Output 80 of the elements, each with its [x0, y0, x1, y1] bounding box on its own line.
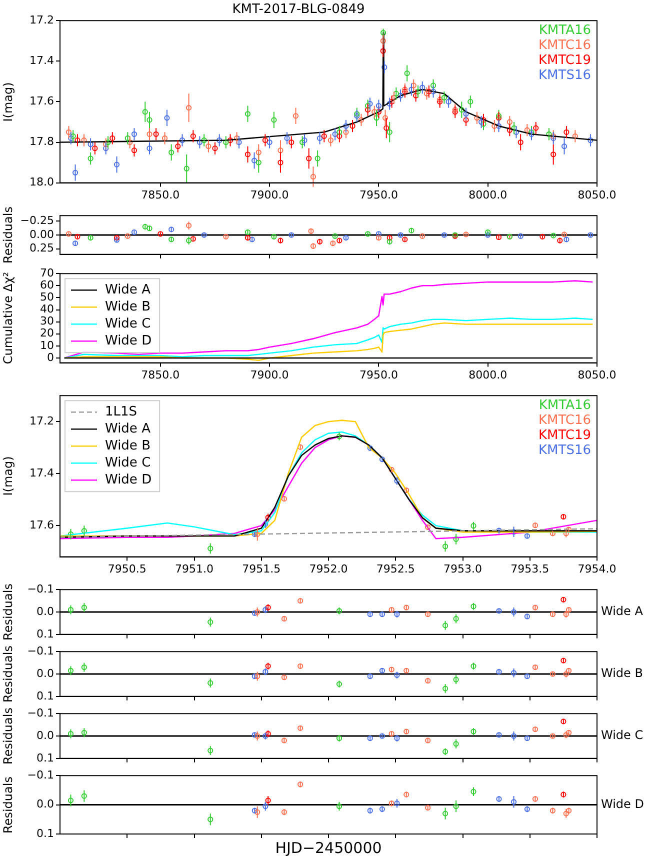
y-tick-label: 17.2: [30, 13, 54, 26]
x-tick-label: 8000.0: [468, 188, 508, 202]
x-tick-label: 7954.0: [578, 562, 616, 576]
text: Wide A: [601, 604, 644, 618]
y-tick-label: 0.0: [36, 798, 54, 811]
legend-label: Wide D: [105, 472, 152, 488]
text: KMTS16: [538, 442, 591, 458]
y-axis-title: Residuals: [1, 776, 15, 834]
y-tick-label: 0.0: [36, 666, 54, 680]
text: KMTC16: [538, 412, 591, 428]
y-tick-label: 70: [40, 266, 54, 280]
y-tick-label: 0.0: [36, 728, 54, 742]
x-axis-title: HJD−2450000: [275, 838, 382, 857]
text: Wide B: [601, 666, 643, 680]
chart-title: KMT-2017-BLG-0849: [232, 2, 365, 18]
text: Wide D: [601, 796, 644, 811]
y-tick-label: −0.1: [27, 582, 54, 596]
y-tick-label: 17.8: [30, 135, 54, 148]
y-tick-label: 60: [40, 278, 54, 292]
x-tick-label: 7952.0: [309, 562, 348, 576]
y-tick-label: 17.6: [30, 518, 54, 532]
y-tick-label: 20: [40, 326, 54, 340]
x-tick-label: 7952.5: [376, 562, 415, 576]
legend-label: Wide A: [105, 421, 151, 436]
y-tick-label: 17.4: [30, 466, 54, 480]
y-axis-title: Residuals: [1, 708, 15, 764]
x-tick-label: 7950.0: [359, 188, 398, 202]
y-axis-title: Residuals: [1, 646, 15, 702]
x-tick-label: 7951.5: [242, 562, 281, 576]
legend-label: Wide A: [105, 282, 151, 298]
x-tick-label: 7900.0: [250, 368, 289, 382]
y-axis-title: Residuals: [1, 206, 15, 264]
y-axis-title: I(mag): [1, 82, 15, 122]
y-tick-label: 0.1: [36, 689, 54, 702]
y-axis-title: Cumulative Δχ²: [1, 272, 15, 364]
y-axis-title: I(mag): [1, 456, 15, 496]
y-tick-label: 10: [40, 338, 54, 352]
text: KMTC19: [538, 52, 591, 68]
x-tick-label: 7953.0: [444, 562, 482, 576]
x-tick-label: 7950.5: [108, 562, 146, 576]
legend-label: Wide C: [105, 316, 151, 332]
x-tick-label: 8000.0: [468, 368, 508, 382]
y-tick-label: −0.1: [27, 768, 54, 782]
x-tick-label: 7850.0: [141, 188, 180, 202]
y-tick-label: 50: [40, 290, 54, 304]
y-tick-label: 0: [47, 350, 54, 364]
legend-label: Wide D: [105, 333, 152, 348]
x-tick-label: 8050.0: [578, 188, 616, 202]
x-tick-label: 8050.0: [578, 368, 616, 382]
text: KMTC19: [538, 428, 591, 443]
y-tick-label: 0.25: [30, 242, 54, 255]
y-tick-label: 0.1: [36, 826, 54, 840]
y-tick-label: 17.6: [30, 94, 54, 108]
y-tick-label: 0.00: [30, 228, 54, 241]
text: KMTA16: [538, 398, 591, 413]
text: KMTC16: [538, 38, 591, 53]
y-tick-label: 30: [40, 314, 54, 328]
text: KMTA16: [538, 22, 591, 38]
legend-label: Wide B: [105, 438, 150, 454]
legend-label: Wide C: [105, 455, 151, 470]
y-tick-label: 17.2: [30, 414, 54, 428]
text: Wide C: [601, 728, 644, 742]
y-tick-label: −0.1: [27, 644, 54, 658]
x-tick-label: 7950.0: [359, 368, 398, 382]
x-tick-label: 7951.0: [175, 562, 214, 576]
x-tick-label: 7953.5: [510, 562, 550, 576]
x-tick-label: 7900.0: [250, 188, 289, 202]
y-tick-label: 18.0: [30, 176, 54, 189]
y-tick-label: 0.1: [36, 751, 54, 764]
y-tick-label: 17.4: [30, 54, 54, 68]
y-axis-title: Residuals: [1, 584, 15, 640]
text: KMTS16: [538, 68, 591, 83]
legend-label: Wide B: [105, 299, 150, 314]
y-tick-label: 40: [40, 302, 54, 316]
x-tick-label: 7850.0: [141, 368, 180, 382]
y-tick-label: −0.25: [20, 214, 54, 227]
y-tick-label: −0.1: [27, 706, 54, 720]
y-tick-label: 0.0: [36, 604, 54, 618]
legend-label: 1L1S: [105, 404, 138, 420]
y-tick-label: 0.1: [36, 627, 54, 640]
